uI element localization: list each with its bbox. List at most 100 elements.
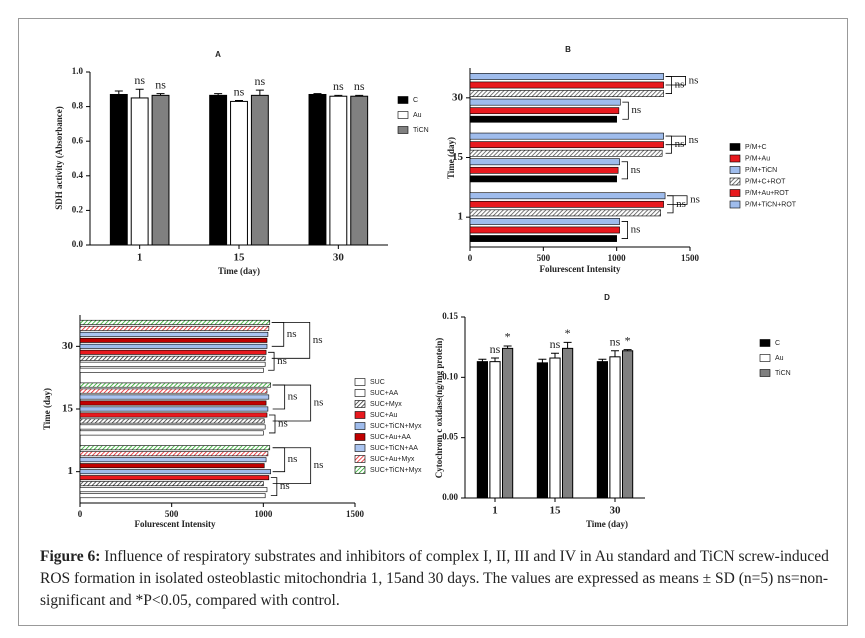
significance-label: ns [354,79,365,93]
significance-label: ns [277,355,287,367]
y-tick-label: 0.8 [72,101,84,111]
bracket [665,135,686,146]
chart-title: B [565,45,571,54]
bar [79,388,268,394]
error-bar [611,350,619,357]
x-tick-label: 500 [537,253,551,263]
legend-swatch [729,189,741,197]
legend-swatch [354,444,366,452]
bar [609,356,621,499]
legend-swatch [397,96,409,104]
caption-label: Figure 6: [40,548,101,565]
y-axis-label: Time (day) [42,388,52,430]
x-tick-label: 15 [234,252,246,264]
legend-label: P/M+C [745,144,767,151]
significance-label: ns [675,138,685,150]
bar [308,93,327,246]
legend-label: C [775,340,780,347]
y-tick-label: 0.4 [72,170,84,180]
y-tick-label: 1 [68,465,74,477]
bar [469,218,620,225]
bar [469,149,663,157]
y-tick-label: 0.15 [442,311,458,321]
legend-label: SUC+Au+AA [370,434,411,441]
x-tick-label: 1500 [681,253,700,263]
y-axis-label: SDH activity (Absorbance) [54,106,64,210]
y-tick-label: 0.05 [442,432,458,442]
y-tick-label: 0.0 [72,239,84,249]
legend-swatch [354,433,366,441]
bar [79,343,268,349]
legend-label: SUC+Au [370,412,398,419]
significance-label: ns [689,134,699,146]
chart-title: D [604,293,610,302]
legend-swatch [729,177,741,186]
bar [562,347,574,499]
x-tick-label: 1 [492,505,498,517]
x-tick-label: 15 [550,505,562,517]
significance-label: ns [288,391,298,403]
bar [79,406,269,412]
bar [549,357,561,499]
legend-label: SUC+AA [370,390,399,397]
caption: Figure 6: Influence of respiratory subst… [40,546,840,612]
error-bar [503,345,512,349]
legend-label: SUC [370,379,385,386]
y-tick-label: 1 [458,211,464,223]
legend-swatch [354,422,366,430]
legend-label: Au [413,112,422,119]
legend-label: P/M+C+ROT [745,178,786,185]
error-bar [334,94,343,97]
bracket [271,321,311,359]
bracket [270,477,278,497]
legend-swatch [397,111,409,119]
legend-label: P/M+Au+ROT [745,190,790,197]
error-bar [491,357,499,362]
x-axis-label: Time (day) [586,519,628,529]
legend-label: SUC+TiCN+AA [370,445,418,452]
significance-label: ns [690,194,700,206]
x-tick-label: 30 [610,505,622,517]
significance-label: ns [314,459,324,471]
bracket [269,414,276,434]
figure: A Time (day) SDH activity (Absorbance) C Au T… [42,45,797,529]
significance-label: * [565,326,571,340]
x-tick-label: 0 [78,509,83,519]
significance-label: ns [675,79,685,91]
bracket [622,101,629,120]
bar [79,319,271,325]
significance-label: ns [280,480,290,492]
x-axis-label: Time (day) [218,266,260,276]
bar [79,463,265,469]
bar [536,362,548,499]
significance-label: ns [631,104,641,116]
bar [79,457,267,463]
legend-label: Au [775,355,784,362]
bar [469,209,661,217]
error-bar [478,358,487,362]
significance-label: ns [631,224,641,236]
error-bar [551,352,559,359]
significance-label: ns [134,73,145,87]
significance-label: * [505,330,511,344]
bar [250,94,269,246]
bar [469,90,664,97]
legend-swatch [397,126,409,134]
legend-swatch [354,455,366,463]
bar [469,226,620,234]
y-tick-label: 15 [452,151,464,163]
error-bar [135,88,144,98]
x-tick-label: 1 [137,252,143,264]
bar [502,347,514,499]
bar [469,107,620,115]
bar [469,200,664,208]
significance-label: ns [255,74,266,88]
y-tick-label: 0.6 [72,135,84,145]
bar [79,367,264,373]
bar [79,418,265,424]
caption-text: Influence of respiratory substrates and … [40,548,829,609]
y-tick-label: 30 [62,340,74,352]
error-bar [255,89,264,96]
legend-swatch [729,154,741,163]
legend-swatch [354,389,366,397]
